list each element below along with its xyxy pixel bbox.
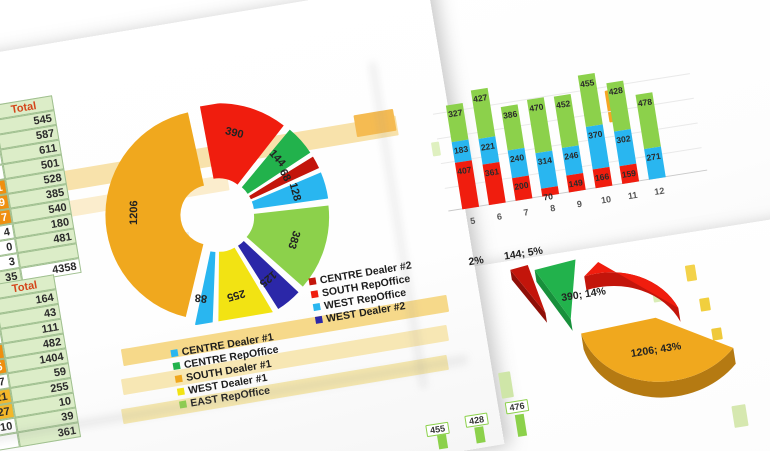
bar-segment-red: 166 [592,166,613,189]
bar-value-label: 240 [509,152,525,165]
legend-swatch [312,303,321,312]
x-axis-tick-label: 7 [522,207,530,218]
bar-value-label: 70 [542,191,554,203]
bar-segment-green: 386 [500,104,525,151]
x-axis-tick-label: 8 [549,202,556,214]
bar-segment-green: 428 [606,80,631,132]
legend-swatch [174,374,183,383]
bar-value-label: 221 [480,140,496,153]
pie-3d-depth-darkred [510,269,548,323]
pie-slice [237,240,299,310]
pie-slice [218,247,273,327]
pie-slice [241,129,311,194]
mini-bar [474,426,486,444]
bar-value-label: 302 [615,133,632,146]
bar-value-label: 327 [447,106,463,119]
bar-segment-blue: 271 [644,146,666,180]
pie-svg [105,103,330,327]
bar-segment-red: 70 [541,186,560,202]
x-axis-tick-label: 6 [496,211,503,222]
bar-segment-red: 200 [512,175,533,201]
legend-swatch [314,315,323,324]
pie-slice [251,172,329,209]
bar-segment-blue: 246 [561,144,584,176]
bar-segment-green: 478 [635,92,661,150]
pie-3d-depth-orange [581,333,736,398]
bar-segment-green: 452 [553,93,579,148]
pie-3d-depth-green [534,270,573,331]
bar-segment-red: 159 [619,163,640,185]
legend-swatch [176,387,185,396]
bar-value-label: 314 [536,154,553,167]
bar-value-label: 478 [637,96,653,109]
bar-segment-blue: 240 [507,148,529,179]
bar-value-label: 149 [567,177,584,190]
x-axis-tick-label: 12 [653,185,666,198]
bar-segment-blue: 314 [535,150,558,189]
stacked-bar: 478 271 [635,92,666,180]
bar-value-label: 370 [587,128,604,142]
stacked-bar: 327 183 407 [445,102,480,210]
mini-bar-label: 428 [464,412,489,428]
bar-value-label: 159 [621,167,637,180]
bar-value-label: 452 [555,97,571,110]
mini-bar-label: 455 [425,421,450,438]
pie-slice [246,205,330,287]
pie-3d-chart: 1206; 43% 390; 14% 144; 5% 2% [468,209,770,447]
pie-slice [194,251,216,327]
x-axis-tick-label: 5 [469,215,476,227]
pie-3d-slice-orange [581,317,734,382]
pie-3d-slice-darkred [510,265,546,313]
stacked-bar: 470 314 70 [526,97,560,202]
pie-3d-depth-red [584,272,681,322]
legend-swatch [172,361,181,371]
pie-3d-svg [510,259,736,398]
bar-segment-red: 149 [566,172,586,193]
bar-value-label: 470 [528,101,545,114]
main-pie-chart: 390 144 68 128 383 125 255 88 1206 [79,86,356,338]
bar-segment-red: 361 [482,161,506,206]
bar-segment-blue: 370 [585,124,610,170]
pie-3d-slice-green [534,259,576,320]
mini-bar [437,434,449,450]
bar-value-label: 246 [563,149,580,162]
pie-slice [249,156,320,200]
mini-bar-label: 476 [504,398,530,415]
x-axis-tick-label: 9 [576,198,583,210]
bar-value-label: 271 [645,150,662,163]
legend-swatch [310,290,319,299]
bar-segment-blue: 221 [478,136,500,165]
bar-value-label: 428 [607,84,624,97]
bar-value-label: 200 [513,179,530,192]
pie-slice [199,103,284,185]
legend-swatch [170,349,179,358]
bar-segment-green: 455 [577,73,603,128]
x-axis-tick-label: 10 [600,194,612,206]
bar-value-label: 386 [502,108,518,121]
bar-value-label: 166 [594,170,610,184]
bar-segment-green: 470 [526,97,553,154]
pie-slice [105,112,204,318]
bar-value-label: 407 [456,164,473,177]
bar-segment-blue: 183 [451,139,472,164]
mini-bar [514,413,528,437]
pie-3d-slice-label: 2% [467,253,485,269]
bar-value-label: 361 [484,165,500,178]
bar-segment-red: 407 [454,160,480,210]
bar-value-label: 183 [453,143,469,157]
x-axis-tick-label: 11 [627,189,639,202]
legend-swatch [308,277,317,286]
bar-value-label: 455 [579,77,595,90]
bar-value-label: 427 [472,92,488,105]
stacked-bar: 452 246 149 [553,93,586,193]
